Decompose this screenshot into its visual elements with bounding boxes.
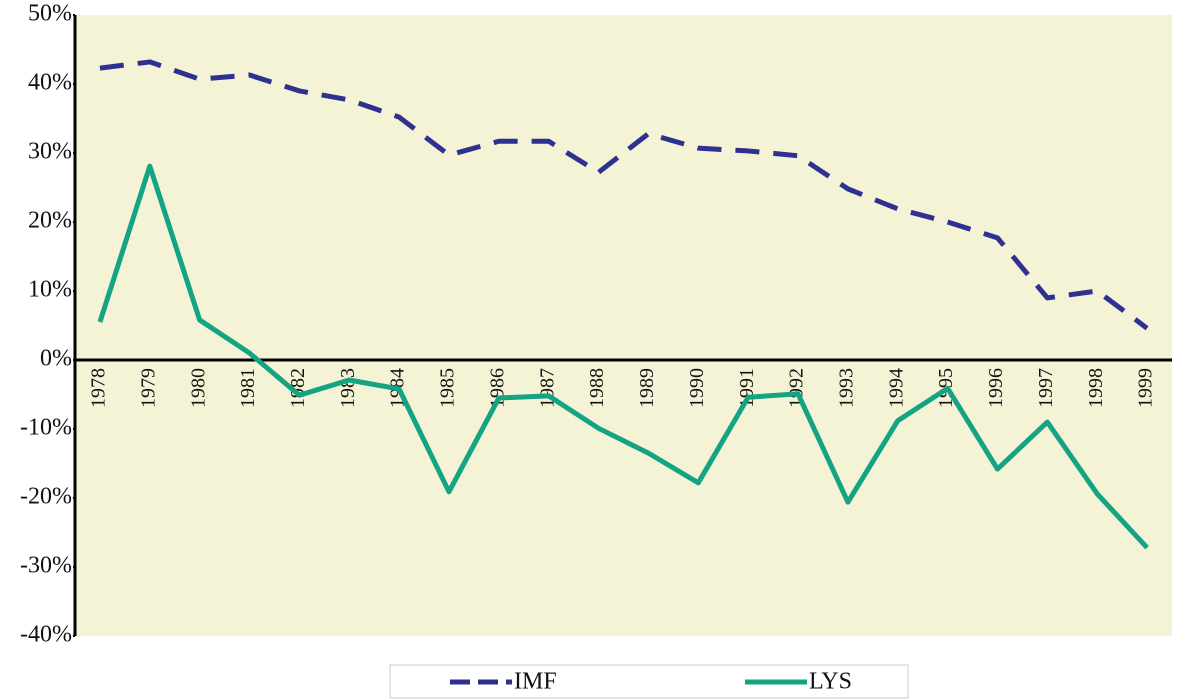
- x-tick-label: 1994: [885, 368, 907, 408]
- x-tick-label: 1985: [437, 368, 459, 408]
- y-tick-label: 0%: [40, 346, 72, 372]
- x-tick-label: 1999: [1135, 368, 1157, 408]
- y-tick-label: 50%: [28, 1, 72, 27]
- x-tick-label: 1998: [1085, 368, 1107, 408]
- y-tick-label: -30%: [20, 553, 72, 579]
- x-tick-label: 1989: [636, 368, 658, 408]
- x-tick-label: 1983: [337, 368, 359, 408]
- x-tick-label: 1993: [835, 368, 857, 408]
- y-tick-label: 40%: [28, 70, 72, 96]
- y-tick-label: -10%: [20, 415, 72, 441]
- x-tick-label: 1988: [586, 368, 608, 408]
- x-tick-label: 1978: [88, 368, 110, 408]
- y-tick-label: -40%: [20, 622, 72, 648]
- y-tick-label: 10%: [28, 277, 72, 303]
- y-tick-label: -20%: [20, 484, 72, 510]
- x-tick-label: 1990: [686, 368, 708, 408]
- legend-label: LYS: [809, 669, 852, 695]
- y-tick-label: 30%: [28, 139, 72, 165]
- legend-box: [389, 664, 909, 699]
- x-tick-label: 1996: [985, 368, 1007, 408]
- series-line: [97, 163, 1149, 550]
- plot-background: [75, 15, 1172, 636]
- x-tick-label: 1997: [1035, 368, 1057, 408]
- x-tick-label: 1981: [237, 368, 259, 408]
- y-tick-label: 20%: [28, 208, 72, 234]
- legend-label: IMF: [514, 669, 557, 695]
- x-tick-label: 1980: [187, 368, 209, 408]
- x-tick-label: 1979: [137, 368, 159, 408]
- x-tick-label: 1982: [287, 368, 309, 408]
